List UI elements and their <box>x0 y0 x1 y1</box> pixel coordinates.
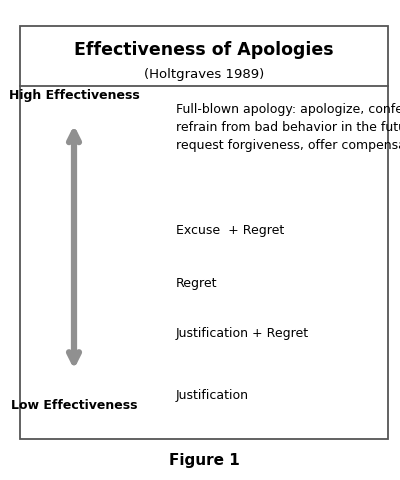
Text: Full-blown apology: apologize, confess,
refrain from bad behavior in the future,: Full-blown apology: apologize, confess, … <box>176 103 400 152</box>
Text: Low Effectiveness: Low Effectiveness <box>11 399 137 412</box>
Text: Justification: Justification <box>176 389 249 403</box>
Text: High Effectiveness: High Effectiveness <box>9 89 139 103</box>
Text: Figure 1: Figure 1 <box>169 453 239 468</box>
FancyArrowPatch shape <box>69 132 79 362</box>
Text: Regret: Regret <box>176 276 218 290</box>
Text: (Holtgraves 1989): (Holtgraves 1989) <box>144 68 264 81</box>
Text: Justification + Regret: Justification + Regret <box>176 327 309 340</box>
Text: Excuse  + Regret: Excuse + Regret <box>176 224 284 237</box>
Text: Effectiveness of Apologies: Effectiveness of Apologies <box>74 41 334 60</box>
Bar <box>20 26 388 439</box>
